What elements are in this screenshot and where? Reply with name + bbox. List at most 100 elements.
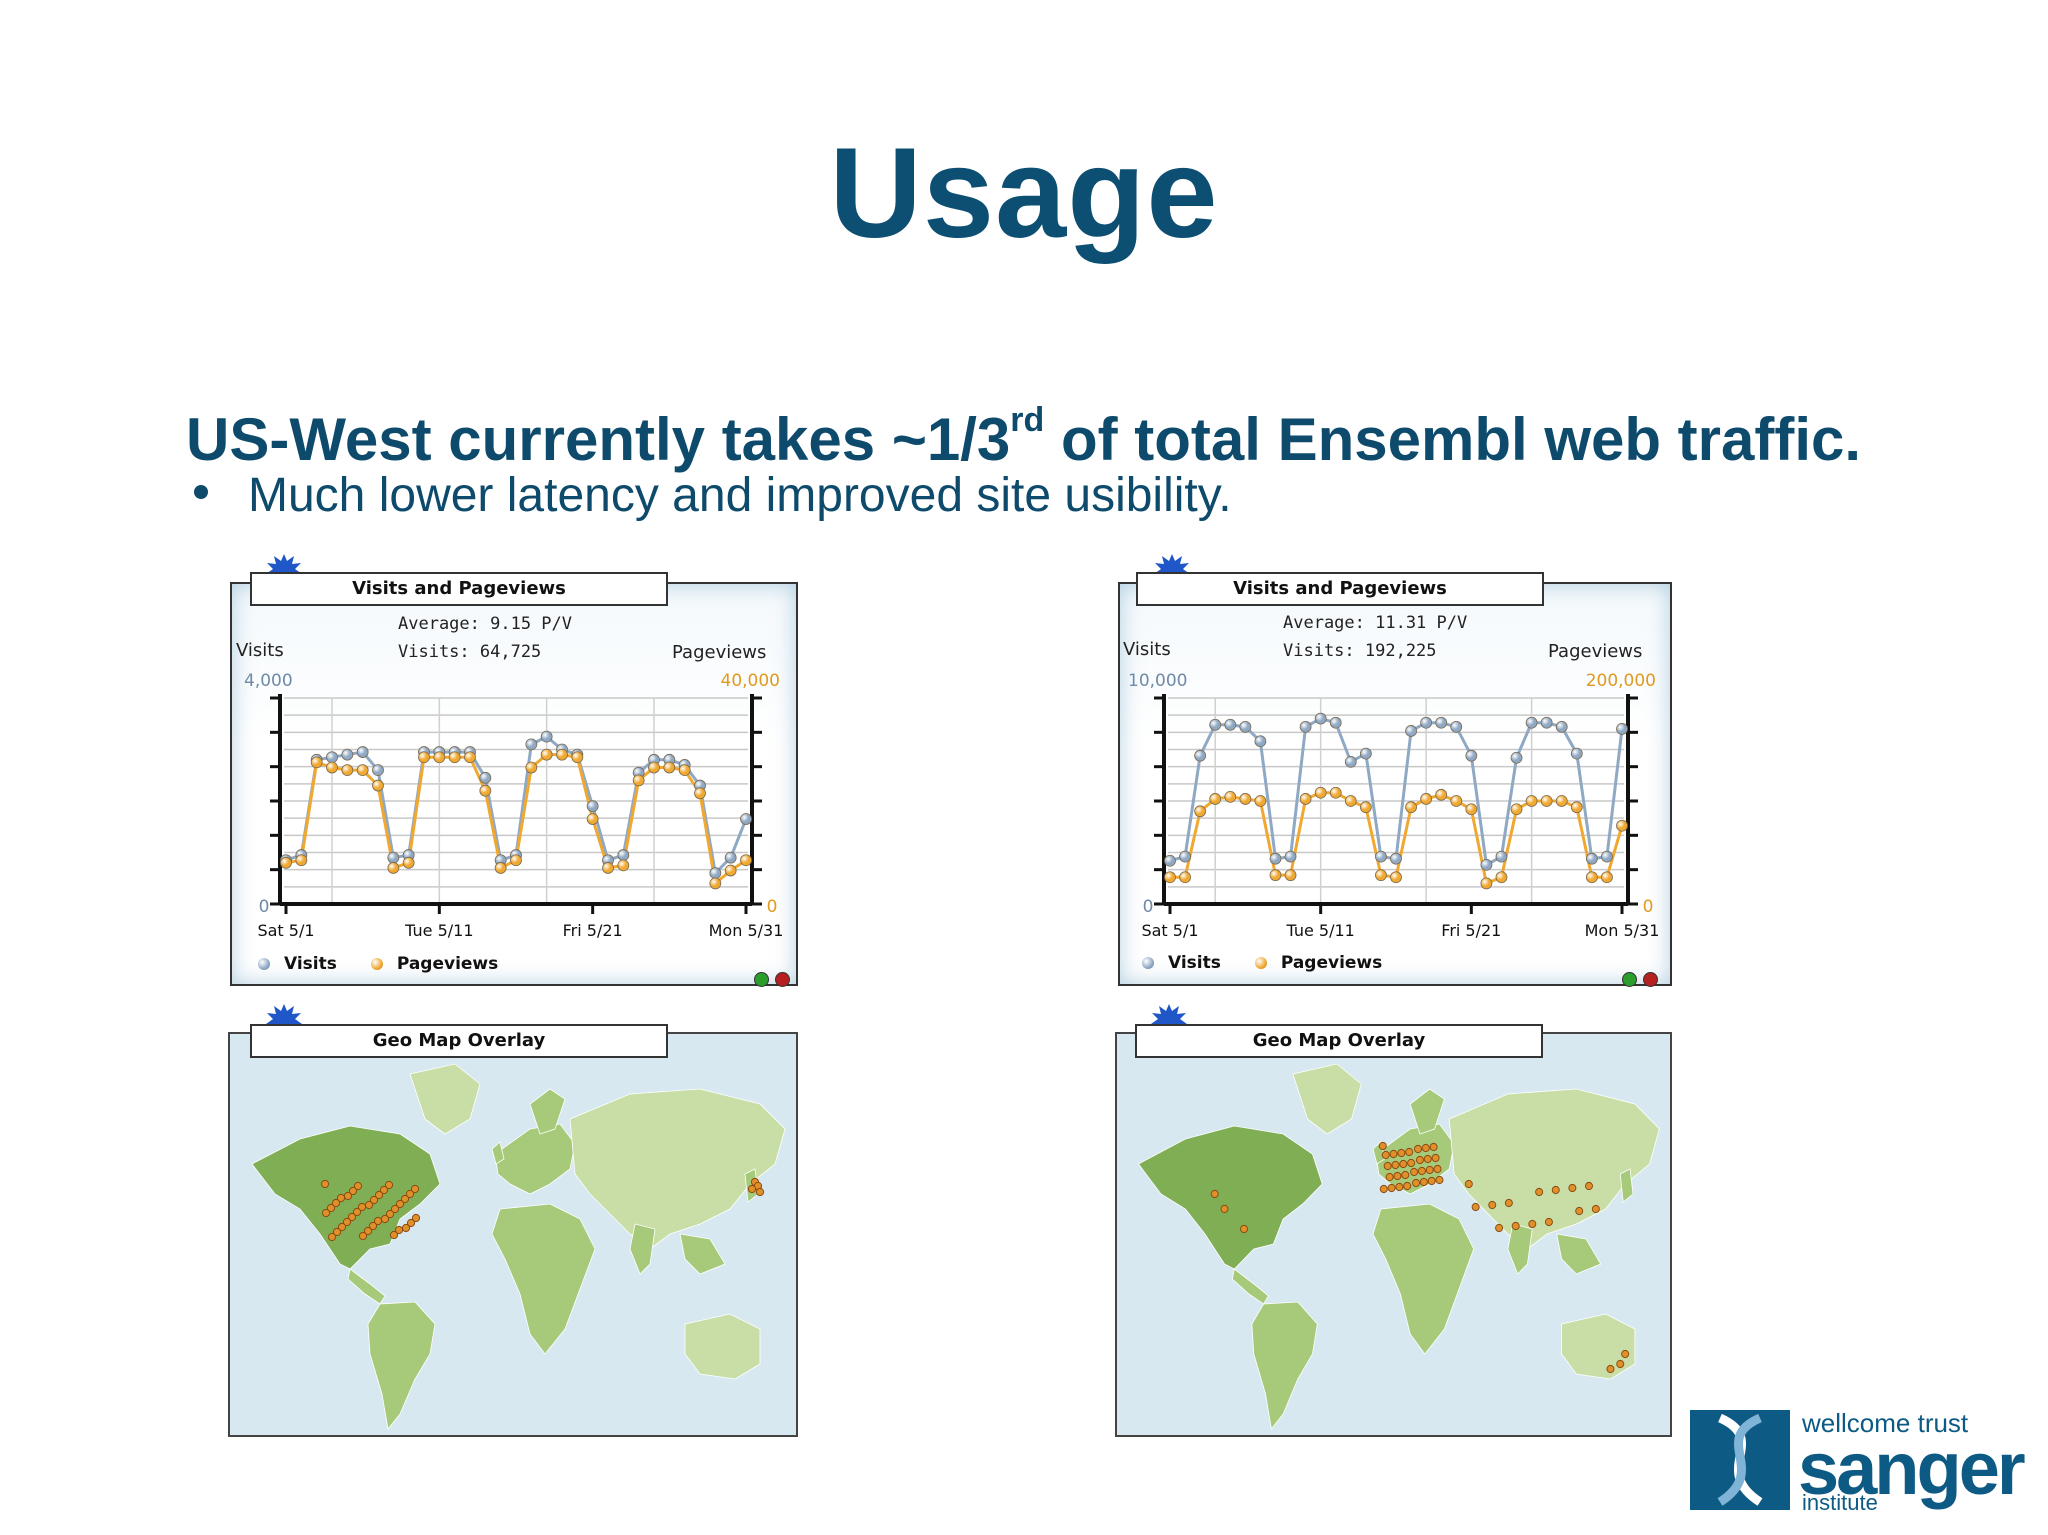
widget-title-2: Visits and Pageviews: [1136, 572, 1544, 606]
southeast-asia-landmass: [679, 1233, 726, 1275]
location-marker: [1591, 1204, 1600, 1214]
north-america-landmass: [1137, 1125, 1323, 1270]
data-point-pageviews: [1555, 795, 1568, 807]
location-marker: [1378, 1141, 1387, 1151]
data-point-visits: [1179, 850, 1191, 863]
location-marker: [755, 1187, 765, 1197]
map-title-2: Geo Map Overlay: [1135, 1024, 1543, 1058]
legend-pageviews-marker: [1254, 957, 1267, 969]
legend-pageviews-label: Pageviews: [396, 954, 499, 974]
uk-landmass: [491, 1141, 505, 1165]
data-point-visits: [1420, 716, 1433, 729]
right-axis-zero-label: 0: [767, 897, 778, 917]
headline-superscript: rd: [1010, 401, 1045, 439]
location-marker: [369, 1195, 379, 1205]
data-point-pageviews: [540, 748, 553, 761]
data-point-pageviews: [1224, 790, 1237, 803]
location-marker: [1412, 1178, 1421, 1188]
data-point-visits: [372, 764, 384, 777]
location-marker: [320, 1179, 330, 1189]
data-point-pageviews: [280, 856, 292, 869]
central-america-landmass: [1231, 1268, 1269, 1305]
location-marker: [1417, 1166, 1426, 1176]
data-point-pageviews: [602, 862, 614, 874]
data-point-visits: [1164, 854, 1176, 867]
data-point-pageviews: [1329, 786, 1342, 799]
data-point-pageviews: [1164, 871, 1176, 884]
location-marker: [348, 1186, 358, 1196]
data-point-pageviews: [1450, 795, 1463, 807]
south-america-landmass: [367, 1301, 436, 1430]
india-landmass: [629, 1223, 656, 1275]
x-tick-label: Sat 5/1: [1141, 921, 1198, 940]
data-point-visits: [1209, 718, 1222, 731]
left-axis-name-2: Visits: [1123, 639, 1171, 660]
visits-stat-2: Visits: 192,225: [1283, 641, 1437, 661]
data-point-visits: [1254, 735, 1267, 748]
geo-map-2: [1115, 1032, 1672, 1437]
australia-landmass: [684, 1313, 761, 1380]
legend-pageviews-marker: [370, 958, 383, 970]
location-marker: [347, 1212, 357, 1222]
bullet-item: Much lower latency and improved site usi…: [194, 468, 1232, 523]
data-point-visits: [1465, 749, 1478, 762]
location-marker: [1403, 1181, 1412, 1191]
left-axis-zero-label: 0: [259, 897, 270, 917]
data-point-visits: [586, 800, 599, 813]
map-title-1: Geo Map Overlay: [250, 1024, 668, 1058]
data-point-visits: [1405, 725, 1417, 737]
data-point-pageviews: [372, 779, 384, 792]
average-stat-2: Average: 11.31 P/V: [1283, 613, 1468, 633]
data-point-pageviews: [494, 862, 507, 874]
location-marker: [1413, 1144, 1422, 1154]
data-point-pageviews: [1465, 803, 1478, 816]
location-marker: [1385, 1172, 1394, 1182]
location-marker: [352, 1207, 362, 1217]
location-marker: [1240, 1224, 1249, 1234]
data-point-pageviews: [326, 761, 338, 774]
location-marker: [1551, 1185, 1560, 1195]
data-point-pageviews: [387, 862, 400, 874]
central-america-landmass: [347, 1268, 386, 1305]
location-marker: [1488, 1200, 1497, 1210]
location-marker: [380, 1214, 390, 1224]
line-chart-1: 4,000 40,000 0 0 Sat 5/1 Tue 5/11 Fri 5/21 Mon …: [244, 671, 783, 940]
data-point-visits: [1390, 852, 1402, 865]
location-marker: [374, 1190, 384, 1200]
location-marker: [353, 1181, 363, 1191]
data-point-pageviews: [724, 864, 737, 877]
location-marker: [343, 1191, 353, 1201]
headline-text-post: of total Ensembl web traffic.: [1044, 406, 1862, 473]
location-marker: [1435, 1175, 1444, 1185]
location-marker: [405, 1189, 415, 1199]
data-point-pageviews: [295, 854, 308, 867]
data-point-visits: [1224, 718, 1237, 731]
data-point-pageviews: [479, 784, 492, 797]
data-point-visits: [1344, 755, 1357, 768]
location-marker: [1415, 1155, 1424, 1165]
location-marker: [1544, 1217, 1553, 1227]
legend-1: Visits Pageviews: [258, 954, 498, 974]
southeast-asia-landmass: [1556, 1233, 1602, 1275]
legend-2: Visits Pageviews: [1142, 953, 1382, 973]
data-point-pageviews: [678, 764, 691, 777]
data-point-visits: [1555, 720, 1568, 733]
location-marker: [1535, 1187, 1544, 1197]
location-marker: [1427, 1176, 1436, 1186]
data-point-pageviews: [571, 751, 584, 764]
starburst-icon: [1151, 1004, 1187, 1031]
location-marker: [410, 1184, 420, 1194]
x-tick-label: Fri 5/21: [1441, 921, 1501, 940]
location-marker: [1220, 1204, 1229, 1214]
location-marker: [364, 1200, 374, 1210]
data-point-pageviews: [648, 761, 660, 774]
chart-widget-1: Visits and Pageviews Average: 9.15 P/V V…: [230, 554, 798, 987]
location-marker: [1471, 1202, 1480, 1212]
location-marker: [1431, 1153, 1440, 1163]
location-marker: [331, 1198, 341, 1208]
right-axis-name-2: Pageviews: [1548, 641, 1643, 662]
x-tick-label: Mon 5/31: [1585, 921, 1660, 940]
bullet-text: Much lower latency and improved site usi…: [248, 469, 1232, 522]
data-point-visits: [525, 738, 538, 751]
location-marker: [1575, 1206, 1584, 1216]
